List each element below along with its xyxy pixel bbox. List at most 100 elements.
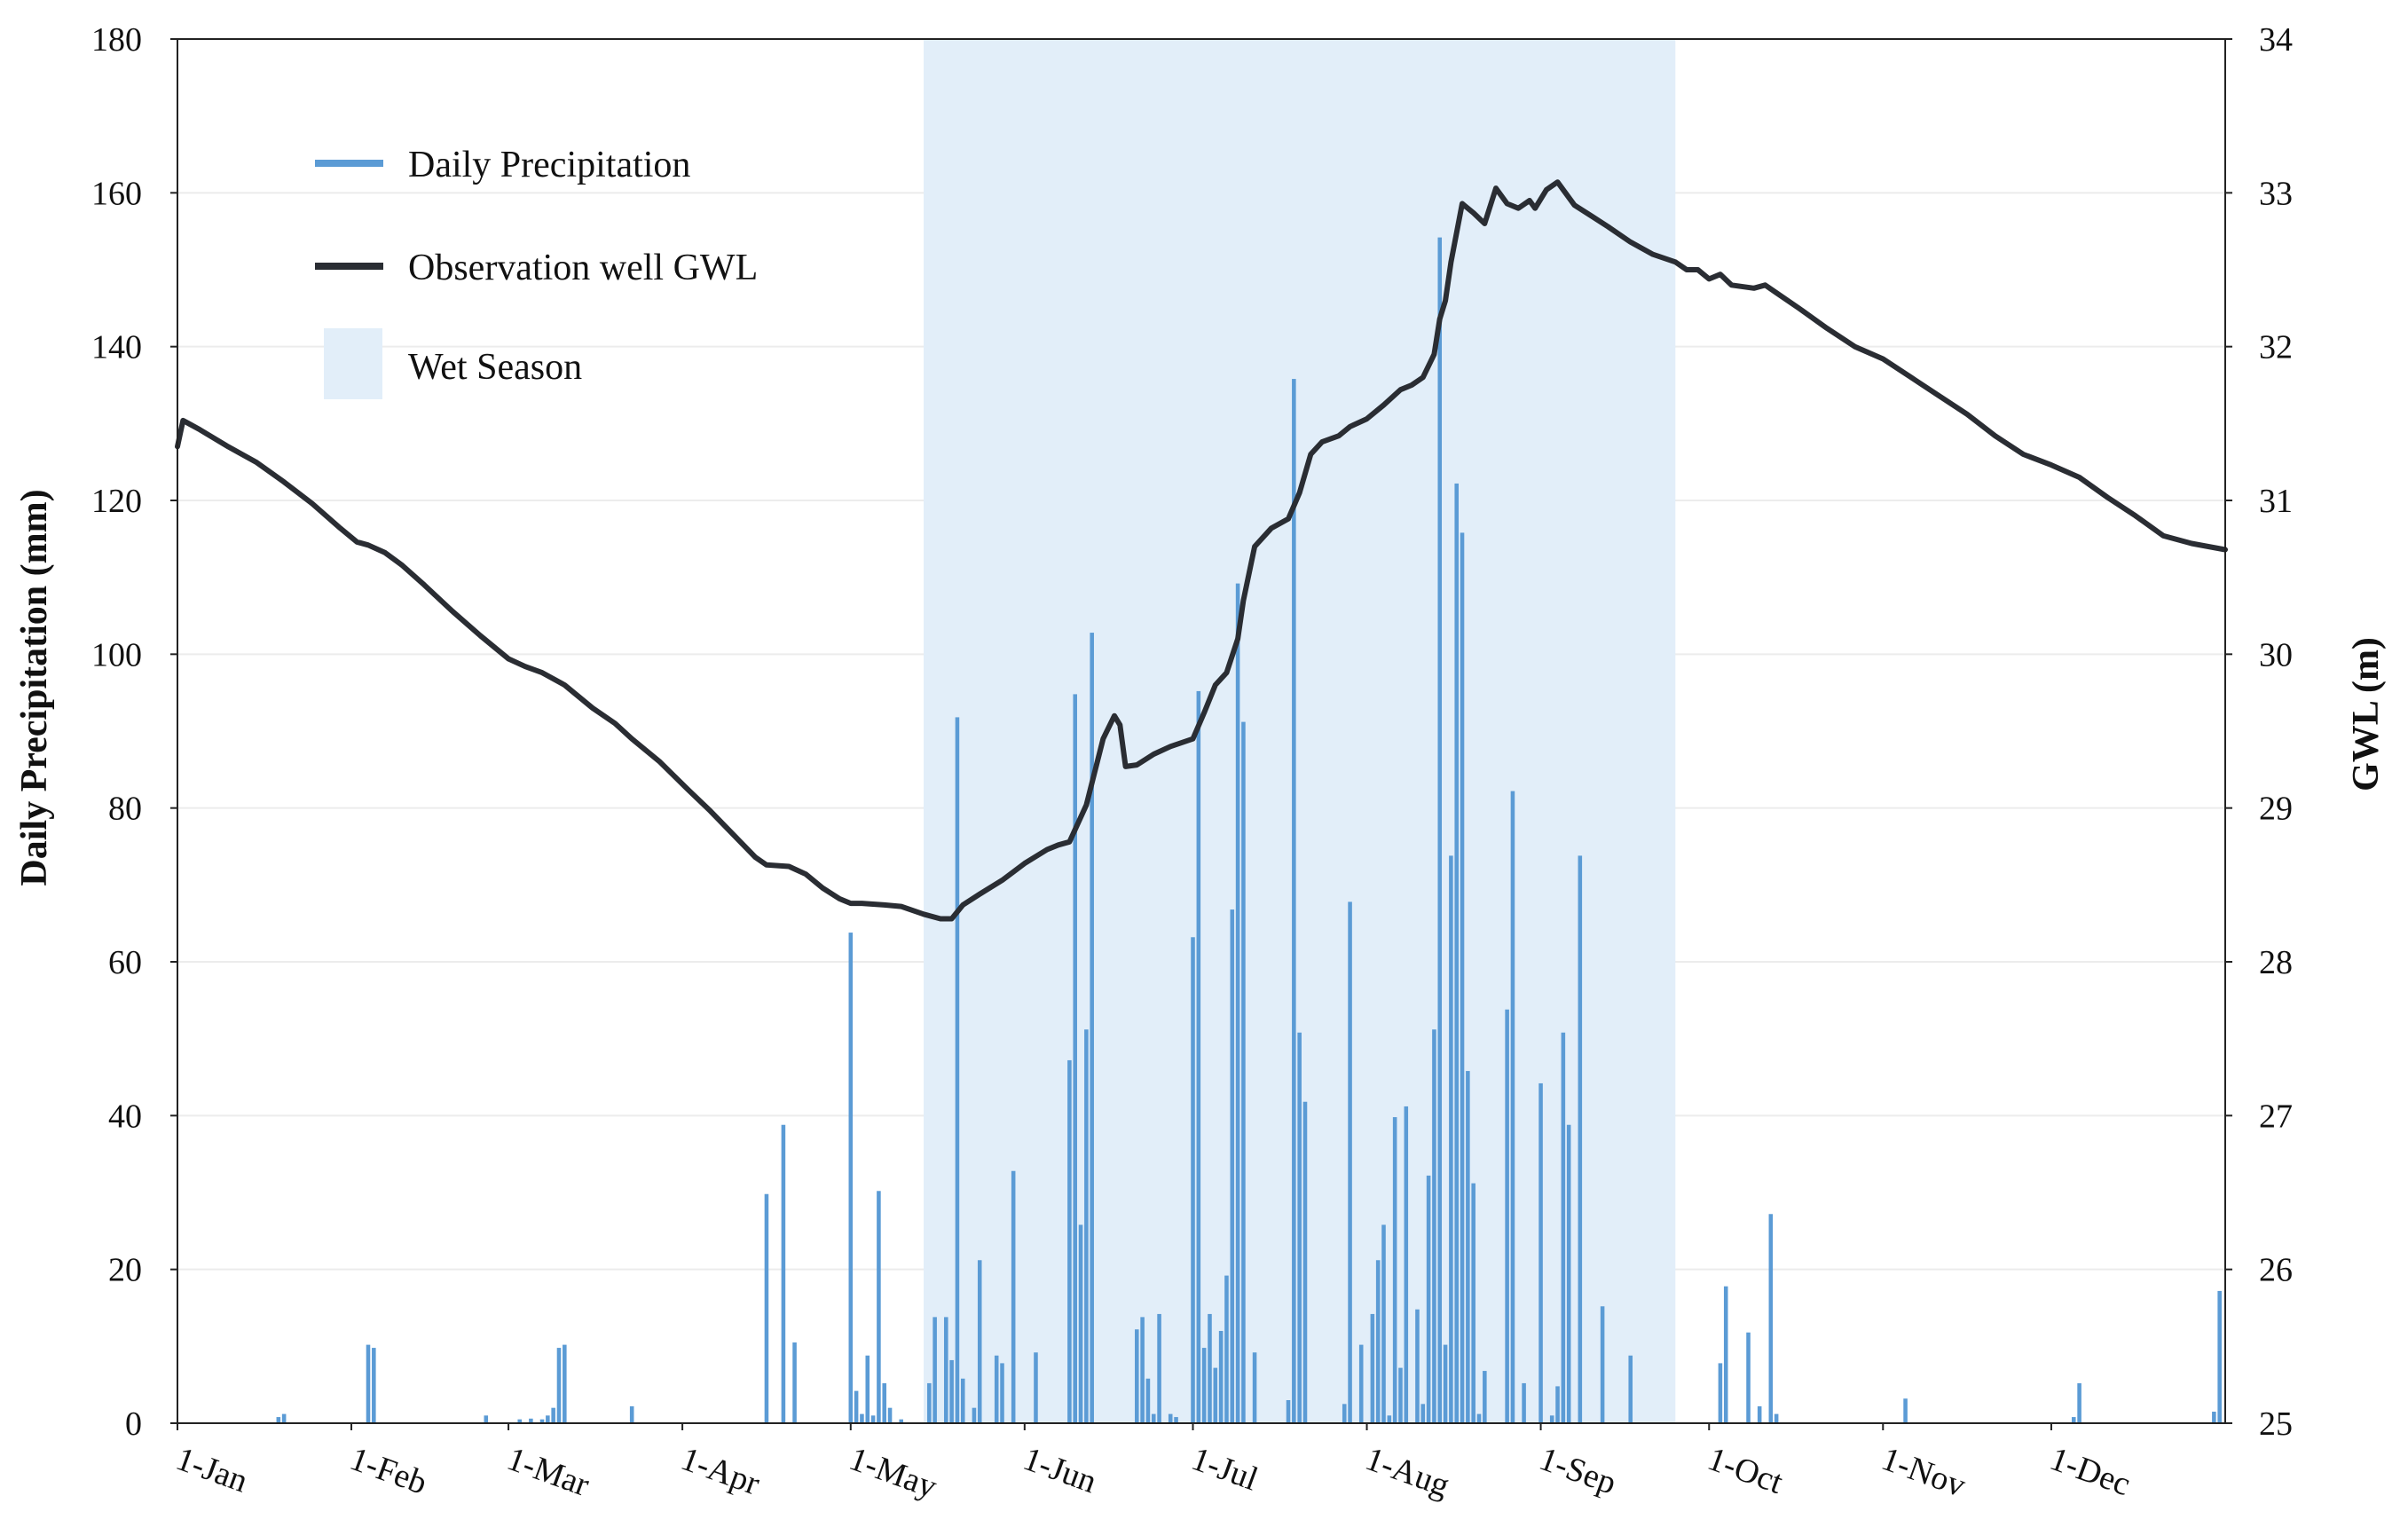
- precip-bar: [899, 1419, 903, 1423]
- legend: Daily Precipitation Observation well GWL…: [315, 145, 758, 399]
- precip-bar: [877, 1191, 881, 1423]
- precip-bar: [1718, 1363, 1723, 1423]
- precip-bar: [1286, 1400, 1291, 1423]
- precip-bar: [854, 1390, 859, 1423]
- precip-bar: [1415, 1309, 1420, 1423]
- precip-bar: [1252, 1352, 1257, 1423]
- precip-bar: [1723, 1286, 1728, 1423]
- precip-bar: [1404, 1106, 1409, 1423]
- precip-bar: [1381, 1224, 1386, 1423]
- precip-bar: [1151, 1413, 1156, 1423]
- precip-bar: [1476, 1413, 1482, 1423]
- legend-label-wet-season: Wet Season: [408, 347, 582, 388]
- precip-bar: [1208, 1313, 1212, 1423]
- precip-bar: [1774, 1413, 1779, 1423]
- left-tick-label: 0: [125, 1405, 142, 1443]
- precip-bar: [1073, 694, 1078, 1423]
- precip-bar: [1157, 1313, 1161, 1423]
- left-tick-label: 160: [91, 175, 142, 212]
- precip-bar: [1420, 1404, 1426, 1423]
- right-tick-label: 29: [2259, 791, 2293, 828]
- precip-bar: [933, 1317, 937, 1423]
- left-tick-label: 20: [108, 1252, 142, 1289]
- precip-bar: [1034, 1352, 1038, 1423]
- precip-bar: [994, 1355, 999, 1423]
- precip-bar: [1454, 483, 1459, 1423]
- right-tick-label: 34: [2259, 21, 2293, 59]
- precip-bar: [949, 1359, 954, 1423]
- precip-bar: [1292, 379, 1296, 1424]
- left-tick-label: 40: [108, 1098, 142, 1135]
- precip-bar: [955, 717, 960, 1423]
- precip-bar: [551, 1407, 555, 1423]
- precip-bar: [1392, 1117, 1397, 1423]
- legend-swatch-wet-season: [324, 328, 382, 399]
- precip-bar: [2212, 1412, 2216, 1423]
- precip-bar: [1398, 1367, 1403, 1423]
- precip-bar: [1174, 1417, 1178, 1423]
- precip-bar: [1348, 901, 1352, 1423]
- precip-bar: [484, 1415, 489, 1423]
- right-tick-label: 31: [2259, 483, 2293, 520]
- precip-bar: [372, 1348, 376, 1423]
- precip-bar: [2077, 1382, 2081, 1423]
- precip-bar: [927, 1382, 932, 1423]
- precip-bar: [1903, 1398, 1908, 1423]
- precip-bar: [860, 1413, 864, 1423]
- right-tick-label: 30: [2259, 636, 2293, 673]
- precip-bar: [870, 1415, 876, 1423]
- precip-bar: [1555, 1386, 1560, 1423]
- precip-bar: [1011, 1170, 1016, 1423]
- precip-bar: [960, 1378, 965, 1423]
- precip-bar: [1000, 1363, 1004, 1423]
- precip-bar: [1549, 1415, 1554, 1423]
- precip-bar: [539, 1419, 545, 1423]
- precip-bar: [1135, 1329, 1139, 1423]
- precip-bar: [1191, 937, 1195, 1423]
- precip-bar: [1297, 1032, 1302, 1423]
- precip-bar: [1566, 1124, 1571, 1423]
- precip-bar: [1201, 1348, 1207, 1423]
- precip-bar: [1224, 1275, 1229, 1423]
- precip-bar: [1466, 1071, 1470, 1423]
- precip-bar: [1067, 1059, 1072, 1423]
- precip-bar: [1387, 1415, 1392, 1423]
- precip-bar: [629, 1405, 634, 1423]
- precip-bar: [764, 1193, 769, 1423]
- left-tick-label: 80: [108, 791, 142, 828]
- precip-bar: [1078, 1224, 1083, 1423]
- plot-frame: [177, 38, 2226, 1424]
- precip-bar: [1510, 791, 1515, 1423]
- precip-bar: [276, 1417, 281, 1423]
- left-axis-ticks: 0 20 40 60 80 100 120 140 160 180: [91, 21, 177, 1443]
- precip-bar: [1561, 1032, 1566, 1423]
- precip-bar: [1375, 1260, 1381, 1423]
- precip-bar: [1235, 583, 1240, 1423]
- precip-bar: [972, 1407, 977, 1423]
- precip-bar: [1538, 1082, 1543, 1423]
- gwl-line: [175, 179, 2228, 922]
- precip-bar: [1578, 855, 1583, 1423]
- precip-bar: [546, 1415, 550, 1423]
- precip-bar: [1426, 1175, 1431, 1423]
- legend-label-gwl: Observation well GWL: [408, 248, 758, 288]
- precip-bar: [366, 1344, 371, 1423]
- precip-bar: [1437, 237, 1443, 1424]
- right-tick-label: 26: [2259, 1252, 2293, 1289]
- left-tick-label: 140: [91, 329, 142, 366]
- left-tick-label: 100: [91, 636, 142, 673]
- right-axis-ticks: 25 26 27 28 29 30 31 32 33 34: [2225, 21, 2293, 1443]
- precip-bar: [977, 1260, 982, 1423]
- precip-bar: [792, 1342, 797, 1423]
- left-axis-title: Daily Precipitation (mm): [14, 489, 55, 886]
- precip-bar: [1471, 1183, 1475, 1423]
- precip-bar: [848, 933, 854, 1423]
- precip-bar: [944, 1317, 948, 1423]
- precip-bar: [1370, 1313, 1375, 1423]
- precip-bar: [1358, 1344, 1364, 1423]
- precip-bar: [1302, 1101, 1308, 1423]
- right-tick-label: 25: [2259, 1405, 2293, 1443]
- precip-bar: [529, 1418, 533, 1423]
- precip-bar: [1213, 1367, 1218, 1423]
